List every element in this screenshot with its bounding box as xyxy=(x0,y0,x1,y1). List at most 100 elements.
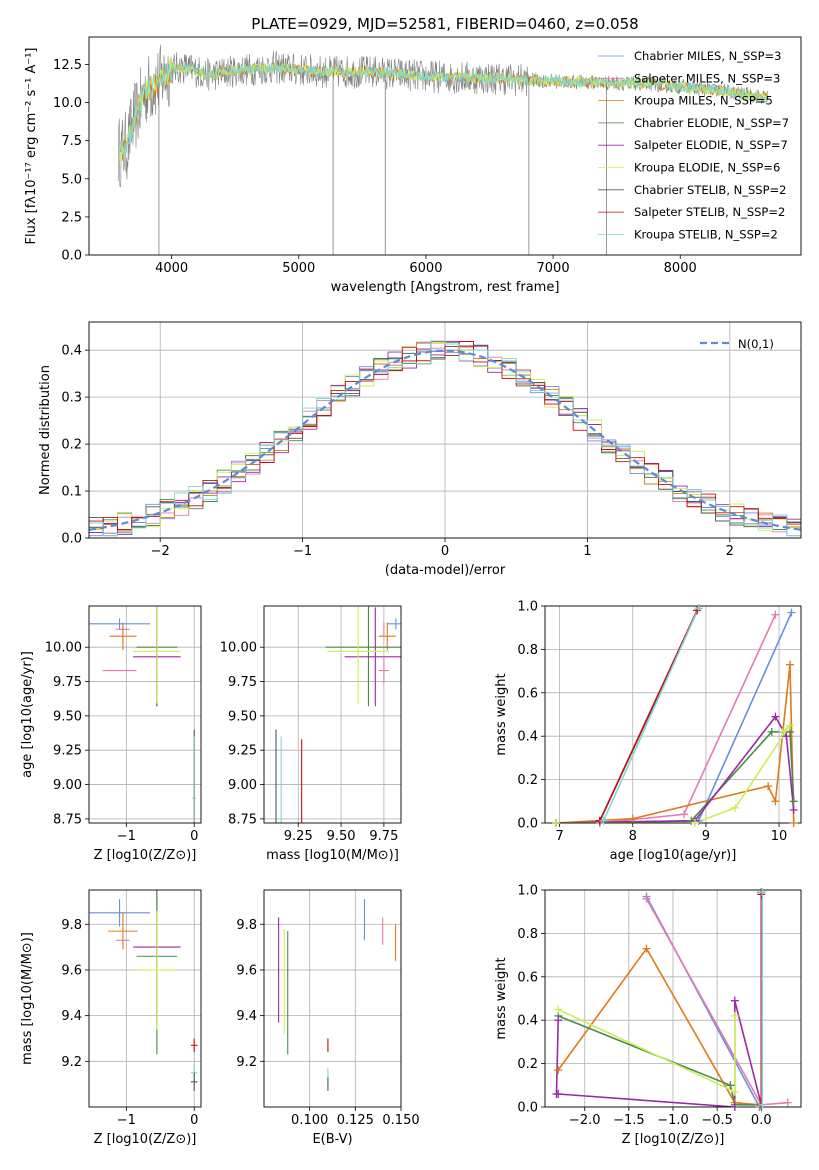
series-line xyxy=(602,607,700,822)
series-marker xyxy=(679,810,688,819)
axes-frame xyxy=(263,889,402,1108)
errorbar-point xyxy=(325,606,401,707)
y-tick-label: 0.6 xyxy=(517,970,538,985)
x-tick-label: 0 xyxy=(190,829,198,844)
legend-label: Salpeter ELODIE, N_SSP=7 xyxy=(634,138,788,152)
series-marker xyxy=(694,604,703,613)
x-axis-label: E(B-V) xyxy=(312,1132,352,1147)
y-tick-label: 9.8 xyxy=(236,918,257,933)
series-marker xyxy=(786,660,795,669)
x-tick-label: 10 xyxy=(771,829,788,844)
y-tick-label: 0.0 xyxy=(61,532,82,547)
x-tick-label: 9.25 xyxy=(284,829,313,844)
series-marker xyxy=(764,782,773,791)
y-tick-label: 9.6 xyxy=(61,963,82,978)
y-tick-label: 9.00 xyxy=(53,778,82,793)
series-marker xyxy=(554,1005,563,1014)
y-tick-label: 10.0 xyxy=(53,96,82,111)
x-tick-label: −1.0 xyxy=(657,1113,689,1128)
series-line xyxy=(557,1015,762,1106)
errorbar-point xyxy=(378,622,396,650)
y-tick-label: 0.2 xyxy=(61,438,82,453)
legend-label: Chabrier STELIB, N_SSP=2 xyxy=(634,183,786,197)
y-tick-label: 10.00 xyxy=(220,641,257,656)
x-tick-label: 0.0 xyxy=(751,1113,772,1128)
plot-area xyxy=(89,340,801,538)
y-tick-label: 0.4 xyxy=(517,730,538,745)
y-tick-label: 10.00 xyxy=(45,641,82,656)
x-tick-label: −1.5 xyxy=(613,1113,645,1128)
series-marker xyxy=(787,608,796,617)
y-tick-label: 0.4 xyxy=(61,344,82,359)
series-marker xyxy=(642,894,651,903)
series-marker xyxy=(771,797,780,806)
y-tick-label: 0.1 xyxy=(61,485,82,500)
y-axis-label: Normed distribution xyxy=(38,365,53,495)
series-marker xyxy=(789,819,798,827)
y-tick-label: 2.5 xyxy=(61,210,82,225)
errorbar-point xyxy=(136,910,178,1030)
y-tick-label: 9.8 xyxy=(61,918,82,933)
x-tick-label: 2 xyxy=(726,544,734,559)
plot-area xyxy=(275,606,401,823)
x-tick-label: 0.125 xyxy=(337,1113,374,1128)
y-tick-label: 0.8 xyxy=(517,927,538,942)
y-tick-label: 0.4 xyxy=(517,1014,538,1029)
histogram-kroupa-stelib xyxy=(89,340,801,538)
axes-frame xyxy=(88,36,802,256)
series-marker xyxy=(554,1089,563,1098)
x-tick-label: 6000 xyxy=(409,261,442,276)
errorbar-point xyxy=(344,607,401,707)
series-marker xyxy=(551,819,560,827)
spectrum-data-line xyxy=(117,44,768,188)
series-marker xyxy=(767,727,776,736)
series-marker xyxy=(758,888,767,897)
y-tick-label: 0.0 xyxy=(517,817,538,832)
errorbar-point xyxy=(89,899,151,927)
age-vs-mass-panel: 9.25 9.50 9.75 8.75 9.00 9.25 9.50 9.75 10.00 mas… xyxy=(220,605,402,863)
x-tick-label: −1 xyxy=(293,544,312,559)
legend-label: Chabrier ELODIE, N_SSP=7 xyxy=(634,116,789,130)
axes-frame xyxy=(544,605,802,824)
series-marker xyxy=(599,816,608,825)
legend-label: Kroupa ELODIE, N_SSP=6 xyxy=(634,161,780,175)
series-line xyxy=(555,1000,763,1107)
series-marker xyxy=(554,1016,563,1025)
y-tick-label: 1.0 xyxy=(517,884,538,899)
legend: Chabrier MILES, N_SSP=3 Salpeter MILES, N… xyxy=(598,49,789,241)
x-tick-label: −1 xyxy=(117,829,136,844)
series-marker xyxy=(783,1098,792,1107)
axes-frame xyxy=(88,605,202,824)
spectrum-panel: 4000 5000 6000 7000 8000 0.0 2.5 5.0 7.5 10.0 12.5… xyxy=(24,36,802,295)
series-line xyxy=(555,715,795,823)
series-marker xyxy=(726,1081,735,1090)
legend-label: N(0,1) xyxy=(738,337,774,351)
y-tick-label: 9.4 xyxy=(61,1009,82,1024)
plot-area xyxy=(89,890,198,1092)
y-tick-label: 0.0 xyxy=(61,249,82,264)
series-marker xyxy=(642,944,651,953)
y-axis-label: age [log10(age/yr)] xyxy=(20,651,35,778)
normal-curve xyxy=(89,349,801,531)
x-tick-label: 7 xyxy=(555,829,563,844)
axes-frame xyxy=(88,889,202,1108)
legend-label: Kroupa MILES, N_SSP=5 xyxy=(634,94,773,108)
series-line xyxy=(599,609,698,822)
x-tick-label: 4000 xyxy=(155,261,188,276)
series-marker xyxy=(778,727,787,736)
mass-weight-vs-age-panel: 7 8 9 10 0.0 0.2 0.4 0.6 0.8 1.0 age [log10(age/yr… xyxy=(494,600,802,863)
y-tick-label: 9.25 xyxy=(228,744,257,759)
errorbar-point xyxy=(133,606,181,704)
y-tick-label: 0.6 xyxy=(517,686,538,701)
x-tick-label: 8000 xyxy=(664,261,697,276)
y-tick-label: 9.00 xyxy=(228,778,257,793)
x-tick-label: 0.150 xyxy=(382,1113,419,1128)
figure-title: PLATE=0929, MJD=52581, FIBERID=0460, z=0… xyxy=(251,15,638,33)
plot-area xyxy=(89,606,196,823)
x-tick-label: 0 xyxy=(441,544,449,559)
y-tick-label: 0.0 xyxy=(517,1101,538,1116)
y-tick-label: 9.75 xyxy=(228,675,257,690)
legend-label: Kroupa STELIB, N_SSP=2 xyxy=(634,227,778,241)
y-tick-label: 8.75 xyxy=(228,812,257,827)
